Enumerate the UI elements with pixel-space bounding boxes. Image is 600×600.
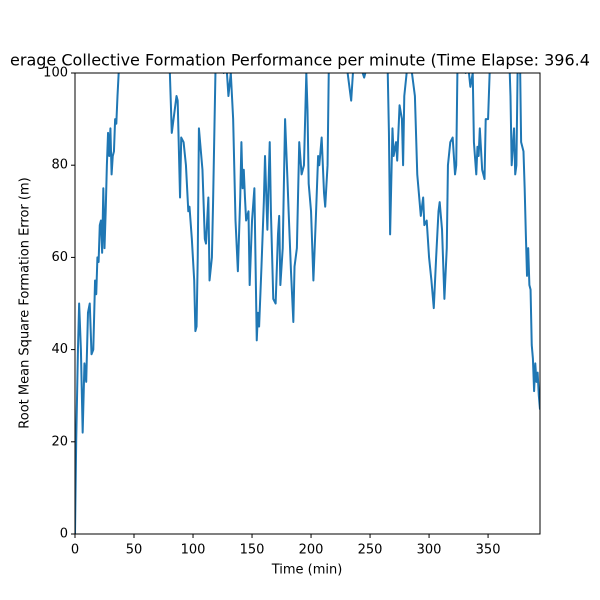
y-tick-label: 0 xyxy=(60,527,68,542)
data-line xyxy=(75,73,540,534)
x-tick-label: 250 xyxy=(358,543,383,558)
x-tick-label: 350 xyxy=(476,543,501,558)
x-tick-label: 150 xyxy=(240,543,265,558)
y-tick-label: 20 xyxy=(51,434,68,449)
y-tick-label: 40 xyxy=(51,342,68,357)
chart-title: erage Collective Formation Performance p… xyxy=(10,51,590,70)
x-tick-label: 200 xyxy=(299,543,324,558)
x-tick-label: 100 xyxy=(181,543,206,558)
x-tick-label: 300 xyxy=(417,543,442,558)
plot-area xyxy=(75,73,540,534)
x-tick-label: 0 xyxy=(71,543,79,558)
y-tick-label: 80 xyxy=(51,158,68,173)
y-tick-label: 100 xyxy=(43,66,68,81)
x-axis-label: Time (min) xyxy=(271,563,343,578)
x-tick-label: 50 xyxy=(126,543,143,558)
y-axis-label: Root Mean Square Formation Error (m) xyxy=(18,177,33,428)
axes-frame xyxy=(74,72,541,535)
y-tick-label: 60 xyxy=(51,250,68,265)
